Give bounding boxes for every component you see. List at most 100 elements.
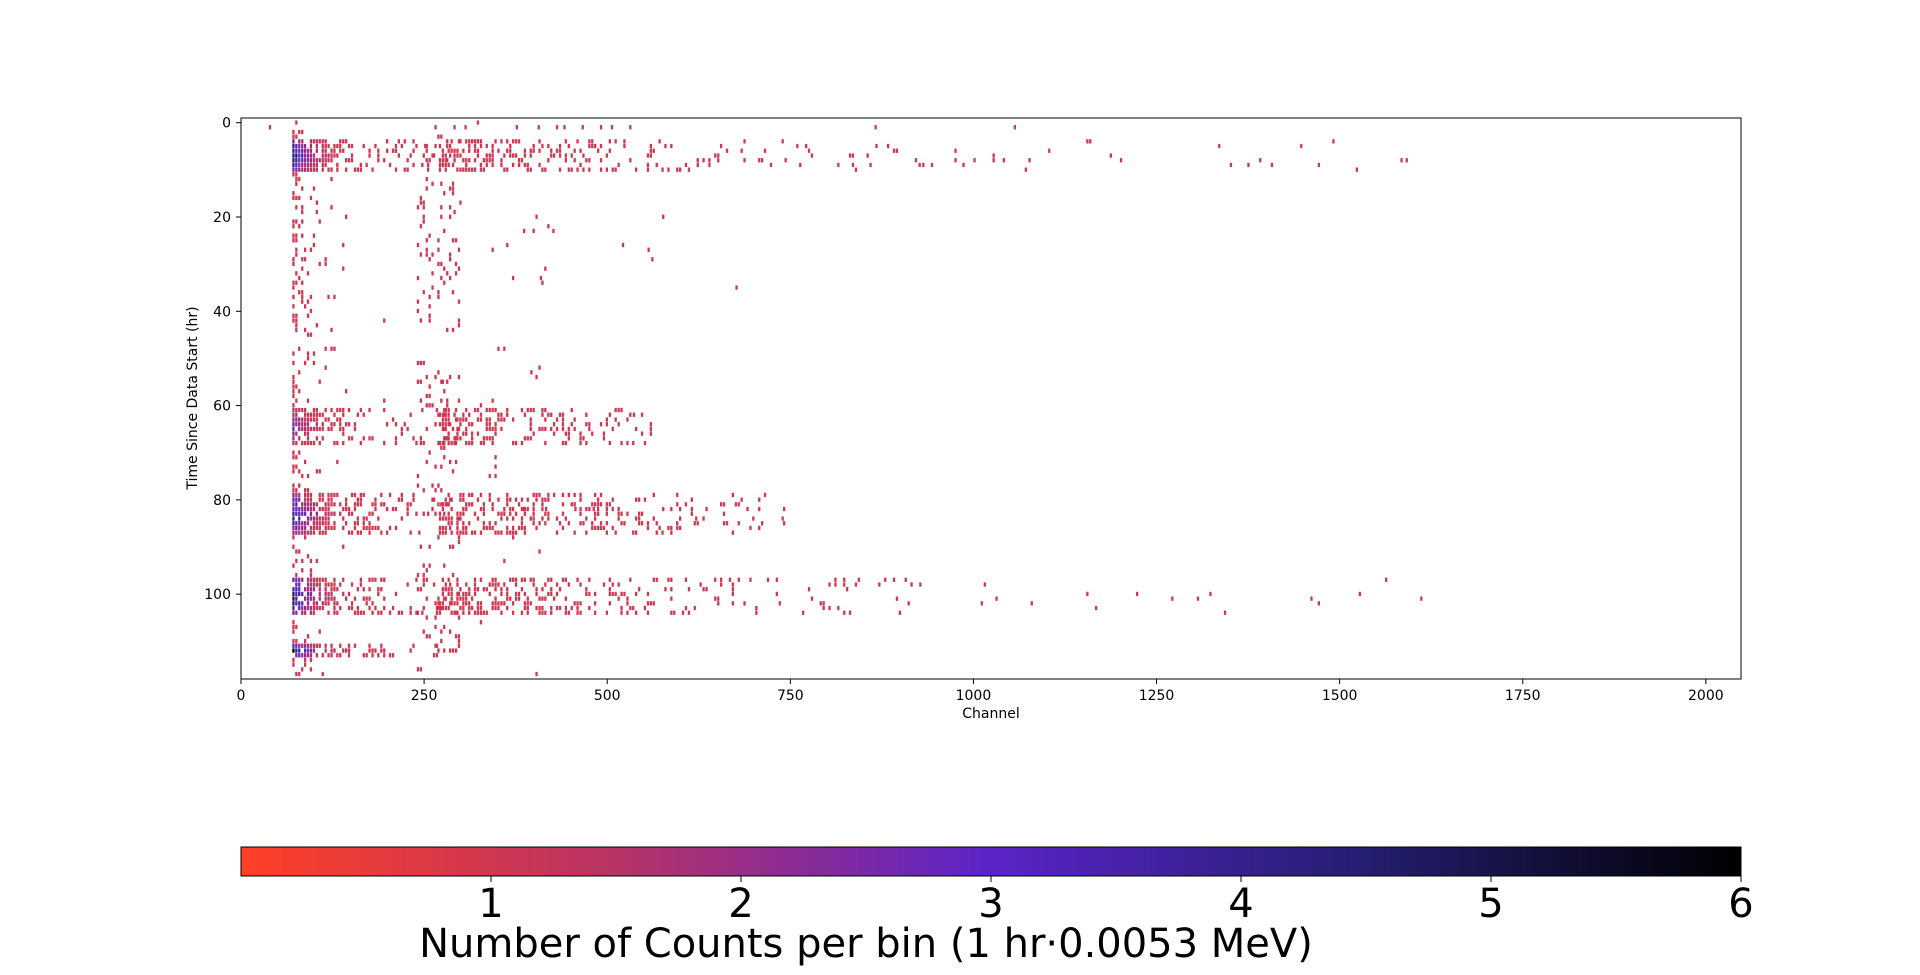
- heatmap-cell: [471, 139, 474, 144]
- heatmap-cell: [356, 605, 359, 611]
- heatmap-cell: [570, 167, 573, 172]
- heatmap-cell: [529, 516, 532, 521]
- heatmap-cell: [315, 469, 318, 474]
- heatmap-cell: [561, 426, 565, 432]
- heatmap-cell: [333, 587, 336, 592]
- heatmap-cell: [1358, 591, 1361, 597]
- heatmap-cell: [532, 431, 535, 436]
- heatmap-cell: [506, 242, 509, 248]
- heatmap-cell: [324, 596, 327, 601]
- heatmap-cell: [443, 648, 446, 653]
- heatmap-cell: [397, 610, 400, 615]
- heatmap-cell: [564, 158, 567, 163]
- heatmap-cell: [292, 294, 295, 300]
- heatmap-cell: [324, 417, 327, 422]
- heatmap-cell: [579, 582, 582, 587]
- heatmap-cell: [479, 577, 483, 582]
- heatmap-cell: [333, 601, 336, 606]
- heatmap-cell: [564, 139, 567, 144]
- heatmap-cell: [684, 502, 688, 507]
- heatmap-cell: [388, 653, 392, 658]
- heatmap-cell: [434, 374, 437, 380]
- heatmap-cell: [428, 233, 431, 238]
- heatmap-cell: [737, 502, 740, 507]
- heatmap-cell: [652, 148, 655, 153]
- heatmap-cell: [306, 167, 310, 172]
- heatmap-cell: [336, 153, 339, 158]
- heatmap-cell: [295, 167, 298, 172]
- heatmap-cell: [476, 407, 480, 413]
- heatmap-cell: [427, 162, 430, 168]
- heatmap-cell: [720, 582, 723, 587]
- heatmap-cell: [359, 582, 362, 587]
- heatmap-cell: [350, 143, 354, 149]
- heatmap-cell: [321, 497, 324, 502]
- heatmap-cell: [449, 153, 452, 158]
- heatmap-cell: [298, 426, 301, 432]
- heatmap-cell: [312, 605, 316, 611]
- heatmap-cell: [608, 412, 611, 417]
- heatmap-cell: [599, 143, 603, 149]
- heatmap-cell: [318, 440, 321, 446]
- heatmap-cell: [523, 436, 526, 441]
- heatmap-cell: [500, 587, 503, 592]
- heatmap-cell: [330, 153, 333, 158]
- heatmap-cell: [731, 582, 734, 587]
- heatmap-cell: [500, 516, 503, 521]
- heatmap-cell: [491, 525, 494, 531]
- heatmap-cell: [419, 440, 422, 446]
- heatmap-cell: [301, 601, 304, 606]
- heatmap-cell: [561, 511, 565, 516]
- heatmap-cell: [330, 502, 333, 507]
- heatmap-cell: [327, 591, 330, 597]
- heatmap-cell: [629, 158, 632, 163]
- heatmap-cell: [567, 431, 570, 436]
- heatmap-cell: [304, 148, 307, 153]
- heatmap-cell: [416, 483, 420, 488]
- heatmap-cell: [330, 148, 333, 153]
- heatmap-cell: [623, 143, 626, 149]
- heatmap-cell: [561, 422, 565, 427]
- heatmap-cell: [509, 148, 512, 153]
- heatmap-cell: [327, 294, 330, 300]
- heatmap-cell: [579, 148, 582, 153]
- heatmap-cell: [292, 506, 295, 512]
- heatmap-cell: [304, 247, 307, 252]
- heatmap-cell: [541, 426, 544, 432]
- heatmap-cell: [443, 436, 446, 441]
- heatmap-cell: [306, 417, 310, 422]
- heatmap-cell: [520, 521, 524, 526]
- heatmap-cell: [471, 422, 474, 427]
- heatmap-cell: [579, 162, 582, 168]
- heatmap-cell: [503, 601, 506, 606]
- heatmap-cell: [292, 304, 295, 309]
- heatmap-cell: [403, 139, 406, 144]
- heatmap-cell: [599, 492, 603, 498]
- heatmap-cell: [506, 525, 509, 531]
- heatmap-cell: [450, 139, 453, 144]
- heatmap-cell: [374, 506, 377, 512]
- heatmap-cell: [298, 158, 301, 163]
- heatmap-cell: [482, 436, 485, 441]
- heatmap-cell: [312, 648, 316, 653]
- heatmap-cell: [309, 162, 313, 168]
- heatmap-cell: [421, 407, 424, 413]
- heatmap-cell: [462, 605, 465, 611]
- heatmap-cell: [301, 417, 304, 422]
- heatmap-cell: [479, 417, 483, 422]
- heatmap-cell: [306, 422, 310, 427]
- heatmap-cell: [446, 158, 449, 163]
- heatmap-cell: [640, 511, 644, 516]
- heatmap-cell: [649, 426, 652, 432]
- heatmap-cell: [438, 440, 442, 446]
- heatmap-cell: [292, 629, 295, 634]
- heatmap-cell: [309, 426, 313, 432]
- heatmap-cell: [468, 143, 471, 149]
- heatmap-cell: [321, 530, 324, 535]
- heatmap-cell: [301, 167, 304, 172]
- heatmap-cell: [306, 492, 310, 498]
- heatmap-cell: [321, 605, 324, 611]
- heatmap-cell: [526, 605, 529, 611]
- heatmap-cell: [312, 242, 316, 248]
- heatmap-cell: [422, 563, 425, 568]
